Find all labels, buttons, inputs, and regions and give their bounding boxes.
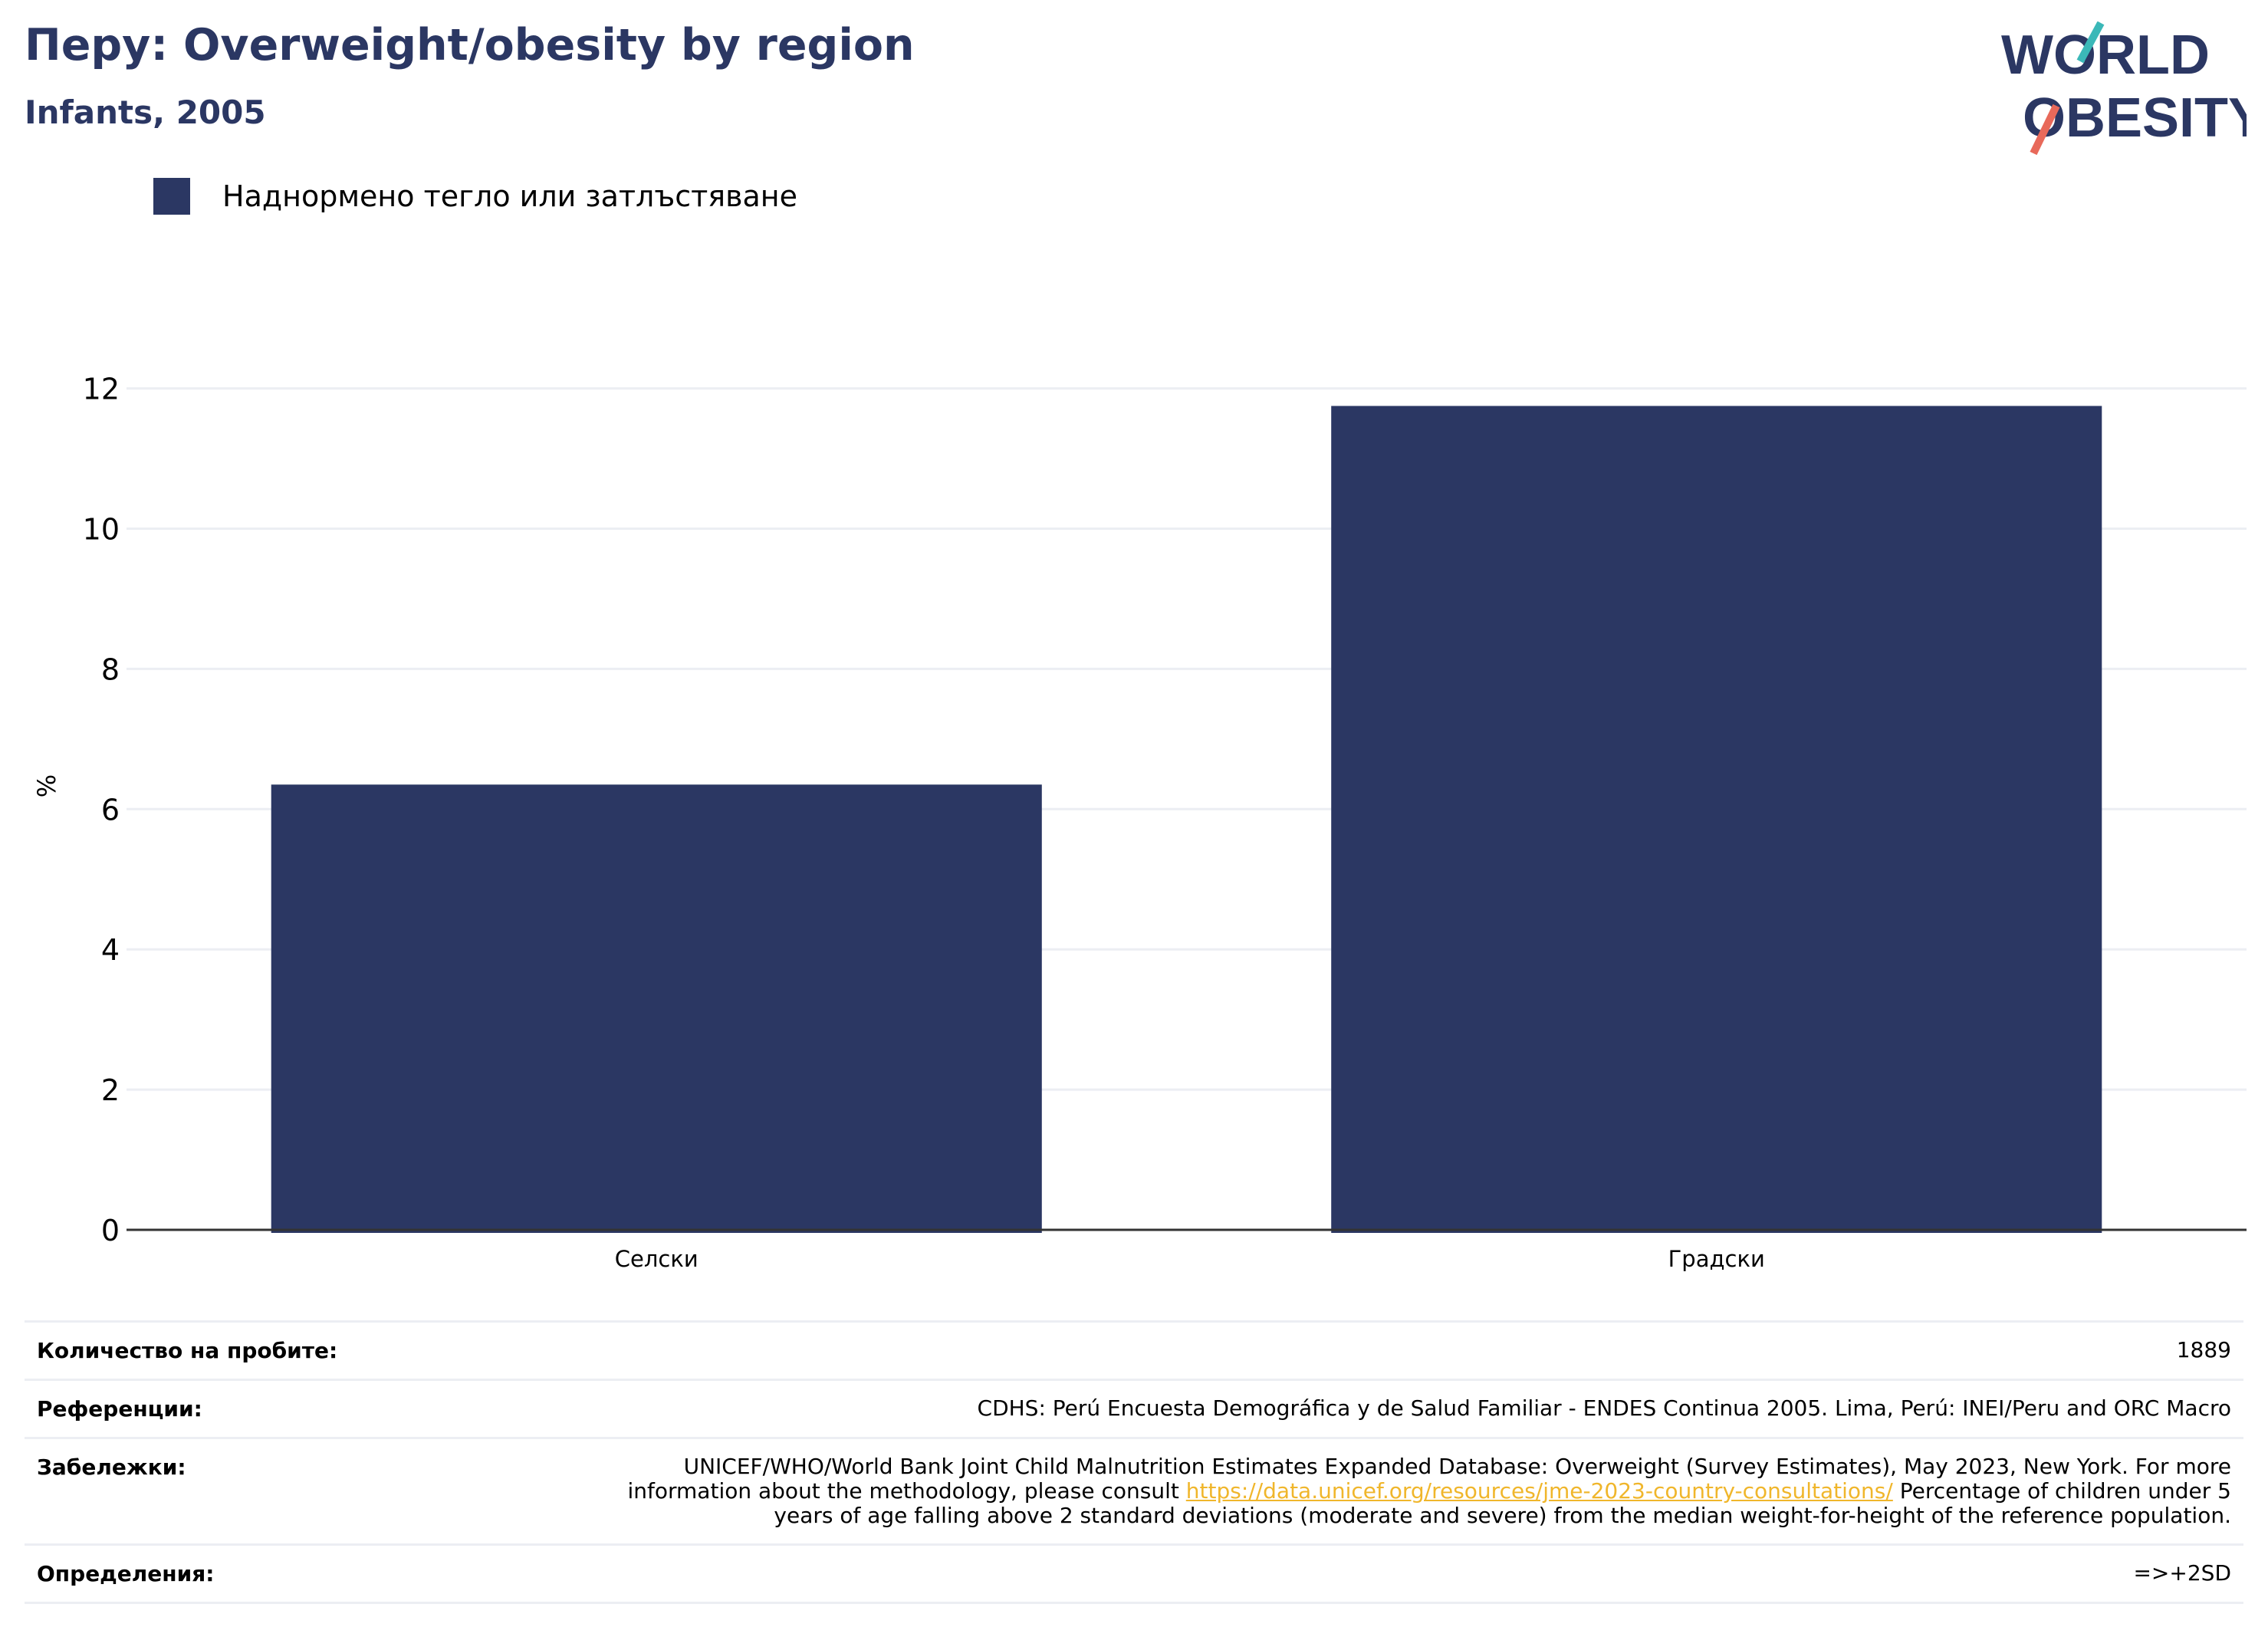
notes-text-before: UNICEF/WHO/World Bank Joint Child Malnut…	[627, 1454, 2232, 1504]
x-tick-label: Селски	[615, 1246, 698, 1272]
y-tick-label: 10	[83, 512, 120, 546]
definitions-label: Определения:	[37, 1561, 215, 1586]
world-obesity-logo: WORLD OBESITY	[2001, 21, 2247, 156]
bar	[1331, 406, 2102, 1233]
bar-chart: 0 2 4 6 8 10 12 Селски Градски %	[32, 373, 2247, 1272]
legend-label: Наднормено тегло или затлъстяване	[222, 179, 797, 213]
y-tick-label: 8	[101, 652, 120, 686]
sample-value: 1889	[2176, 1337, 2231, 1362]
y-tick-label: 12	[83, 373, 120, 406]
notes-value: UNICEF/WHO/World Bank Joint Child Malnut…	[598, 1454, 2232, 1528]
legend: Наднормено тегло или затлъстяване	[153, 178, 797, 215]
info-row-sample: Количество на пробите: 1889	[25, 1320, 2243, 1379]
svg-text:OBESITY: OBESITY	[2023, 87, 2247, 149]
y-tick-label: 6	[101, 793, 120, 827]
bar	[271, 784, 1042, 1233]
y-tick-label: 0	[101, 1214, 120, 1247]
notes-label: Забележки:	[37, 1454, 186, 1480]
notes-text-after: Percentage of children under 5 years of …	[774, 1478, 2231, 1528]
y-axis-label: %	[32, 774, 61, 797]
svg-text:WORLD: WORLD	[2001, 25, 2210, 86]
methodology-link[interactable]: https://data.unicef.org/resources/jme-20…	[1185, 1478, 1893, 1504]
info-row-notes: Забележки: UNICEF/WHO/World Bank Joint C…	[25, 1437, 2243, 1543]
legend-swatch	[153, 178, 190, 215]
y-tick-label: 4	[101, 933, 120, 967]
info-table: Количество на пробите: 1889 Референции: …	[25, 1320, 2243, 1604]
info-row-references: Референции: CDHS: Perú Encuesta Demográf…	[25, 1379, 2243, 1437]
chart-subtitle: Infants, 2005	[25, 94, 266, 131]
references-label: Референции:	[37, 1396, 202, 1422]
sample-label: Количество на пробите:	[37, 1338, 338, 1363]
info-row-definitions: Определения: =>+2SD	[25, 1543, 2243, 1604]
references-value: CDHS: Perú Encuesta Demográfica y de Sal…	[977, 1395, 2231, 1421]
x-tick-label: Градски	[1668, 1246, 1765, 1272]
definitions-value: =>+2SD	[2133, 1560, 2231, 1586]
chart-title: Перу: Overweight/obesity by region	[25, 20, 915, 71]
y-tick-label: 2	[101, 1073, 120, 1107]
